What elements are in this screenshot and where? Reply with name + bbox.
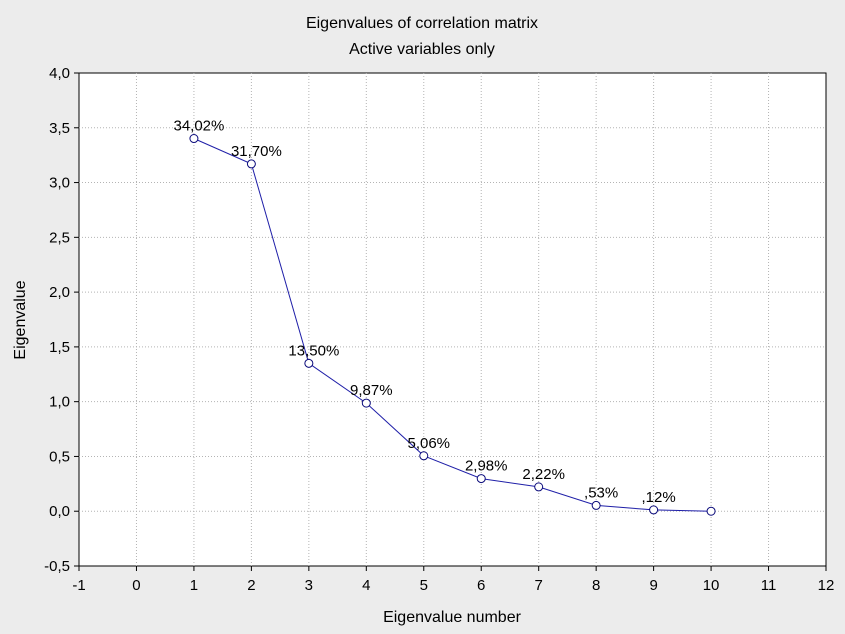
y-tick-label: 3,5 bbox=[49, 120, 70, 137]
x-tick-label: 7 bbox=[535, 577, 543, 594]
data-point bbox=[304, 358, 314, 368]
data-label: 34,02% bbox=[173, 118, 224, 135]
x-tick-label: 8 bbox=[592, 577, 600, 594]
x-tick-label: 3 bbox=[305, 577, 313, 594]
y-tick-label: 3,0 bbox=[49, 175, 70, 192]
y-tick-label: 0,5 bbox=[49, 448, 70, 465]
x-tick-label: 6 bbox=[477, 577, 485, 594]
data-point bbox=[706, 506, 716, 516]
x-tick-label: 4 bbox=[362, 577, 370, 594]
y-axis-label: Eigenvalue bbox=[12, 280, 29, 359]
y-tick-label: 2,5 bbox=[49, 229, 70, 246]
chart-subtitle: Active variables only bbox=[349, 41, 495, 58]
data-point bbox=[649, 505, 659, 515]
axis-ticks: -1 0 1 2 3 4 5 6 7 8 9 10 11 12-0,50,00,51,01,52,02,5… bbox=[44, 65, 834, 594]
series-line bbox=[193, 138, 712, 512]
x-tick-label: 5 bbox=[420, 577, 428, 594]
x-axis-label: Eigenvalue number bbox=[383, 609, 522, 626]
data-label: 9,87% bbox=[350, 382, 393, 399]
plot-area bbox=[78, 72, 827, 567]
data-point bbox=[534, 482, 544, 492]
data-label: 2,98% bbox=[465, 458, 508, 475]
x-tick-label: 11 bbox=[761, 577, 777, 594]
data-point bbox=[591, 500, 601, 510]
y-tick-label: 2,0 bbox=[49, 284, 70, 301]
data-label: ,12% bbox=[642, 489, 676, 506]
y-tick-label: 1,0 bbox=[49, 394, 70, 411]
x-tick-label: 12 bbox=[818, 577, 835, 594]
y-tick-label: -0,5 bbox=[44, 558, 70, 575]
chart-title: Eigenvalues of correlation matrix bbox=[306, 15, 538, 32]
x-tick-label: 2 bbox=[247, 577, 255, 594]
y-tick-label: 1,5 bbox=[49, 339, 70, 356]
x-tick-label: 1 bbox=[190, 577, 198, 594]
data-point bbox=[246, 159, 256, 169]
series bbox=[189, 134, 716, 516]
y-tick-label: 0,0 bbox=[49, 503, 70, 520]
data-label: 2,22% bbox=[522, 466, 565, 483]
y-tick-label: 4,0 bbox=[49, 65, 70, 82]
data-label: 13,50% bbox=[288, 342, 339, 359]
data-point bbox=[476, 474, 486, 484]
data-point bbox=[361, 398, 371, 408]
data-label: 5,06% bbox=[407, 435, 450, 452]
x-tick-label: 9 bbox=[649, 577, 657, 594]
grid-lines bbox=[79, 73, 826, 566]
data-label: ,53% bbox=[584, 484, 618, 501]
data-point bbox=[189, 134, 199, 144]
x-tick-label: 10 bbox=[703, 577, 720, 594]
x-tick-label: -1 bbox=[72, 577, 85, 594]
data-labels: 34,02% 31,70% 13,50% 9,87% 5,06% 2,98% 2,22% ,5… bbox=[173, 118, 675, 506]
x-tick-label: 0 bbox=[132, 577, 140, 594]
data-point bbox=[419, 451, 429, 461]
data-label: 31,70% bbox=[231, 143, 282, 160]
